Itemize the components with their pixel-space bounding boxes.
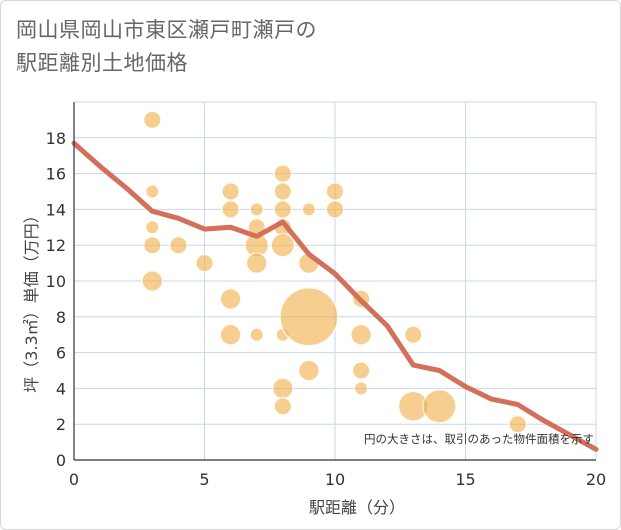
data-bubble (404, 325, 423, 344)
data-bubble (272, 377, 294, 400)
data-bubble (143, 110, 162, 130)
grid-lines (74, 101, 597, 460)
data-bubble (279, 287, 339, 347)
x-tick-label: 5 (199, 470, 209, 489)
axes (73, 102, 596, 461)
data-bubble (350, 323, 372, 346)
data-bubble (221, 182, 240, 201)
y-tick-label: 2 (56, 415, 66, 434)
x-tick-label: 20 (586, 470, 606, 489)
y-tick-label: 6 (56, 344, 66, 363)
data-bubble (298, 359, 320, 382)
data-bubble (422, 389, 457, 424)
y-tick-label: 8 (56, 308, 66, 327)
data-bubble (508, 415, 527, 434)
x-axis-label: 駅距離（分） (309, 498, 405, 517)
chart-title-line2: 駅距離別土地価格 (16, 51, 188, 75)
data-bubble (169, 236, 188, 255)
y-tick-label: 12 (46, 236, 66, 255)
y-tick-label: 4 (56, 379, 66, 398)
data-bubble (325, 200, 345, 219)
trend-line (71, 140, 599, 452)
y-tick-label: 0 (56, 451, 66, 470)
data-bubble (273, 397, 292, 416)
y-axis-label: 坪（3.3㎡）単価（万円） (22, 207, 41, 392)
chart-title-line1: 岡山県岡山市東区瀬戸町瀬戸の (16, 18, 317, 42)
y-tick-label: 10 (46, 272, 66, 291)
data-bubble (249, 327, 264, 342)
bubble-layer (141, 110, 527, 434)
x-tick-label: 10 (325, 470, 345, 489)
y-tick-label: 16 (46, 165, 66, 184)
data-bubble (325, 182, 345, 201)
y-tick-label: 18 (46, 129, 66, 148)
data-bubble (219, 323, 242, 346)
data-bubble (145, 184, 160, 199)
data-bubble (301, 202, 316, 217)
data-bubble (221, 200, 240, 219)
size-note: 円の大きさは、取引のあった物件面積を示す (364, 432, 594, 446)
data-bubble (354, 381, 369, 396)
tick-labels: 0 5 10 15 20 0 2 4 6 8 10 12 14 16 18 (46, 129, 607, 489)
data-bubble (270, 233, 295, 258)
data-bubble (245, 252, 268, 274)
x-tick-label: 0 (69, 470, 79, 489)
data-bubble (195, 253, 214, 273)
data-bubble (219, 288, 242, 310)
data-bubble (273, 182, 292, 201)
data-bubble (273, 164, 292, 183)
y-tick-label: 14 (46, 200, 66, 219)
x-tick-label: 15 (455, 470, 475, 489)
data-bubble (143, 236, 162, 255)
chart-title: 岡山県岡山市東区瀬戸町瀬戸の 駅距離別土地価格 (16, 14, 576, 80)
data-bubble (141, 270, 164, 292)
data-bubble (145, 220, 160, 235)
data-bubble (273, 200, 292, 219)
data-bubble (249, 202, 264, 217)
data-bubble (351, 361, 371, 380)
